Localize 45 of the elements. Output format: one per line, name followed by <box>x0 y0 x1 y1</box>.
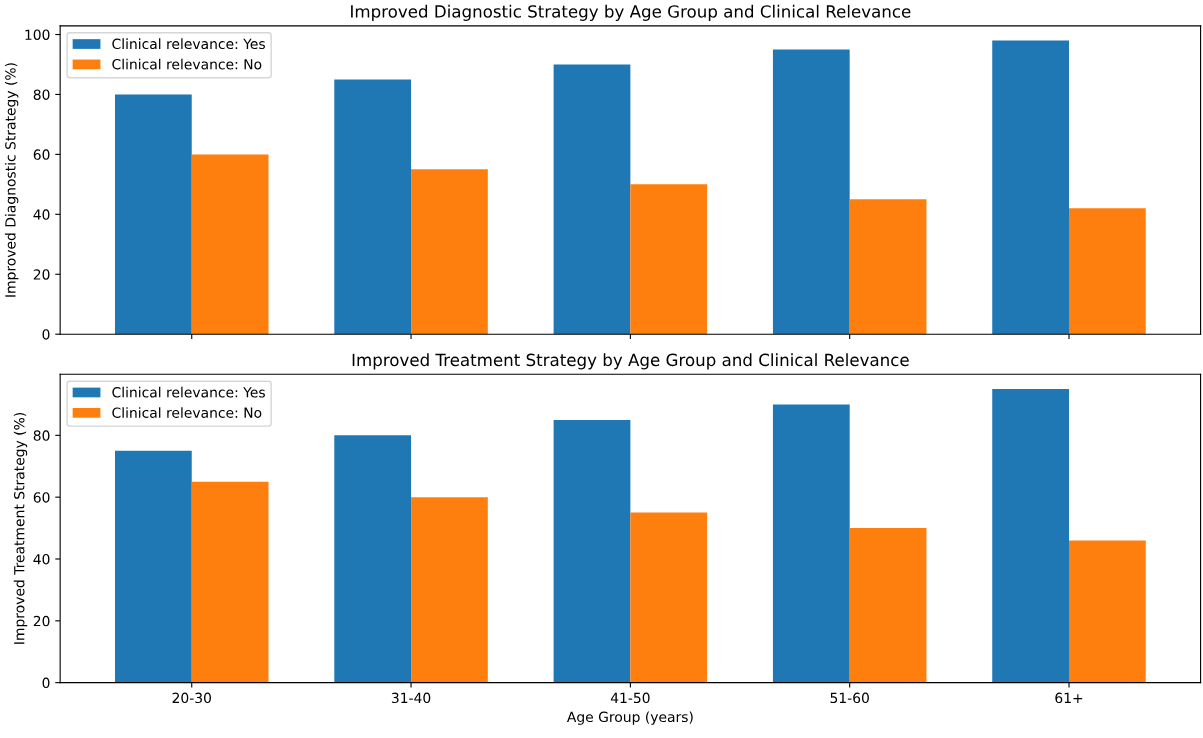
bar <box>191 154 269 335</box>
bar <box>772 49 850 335</box>
y-axis-title: Improved Diagnostic Strategy (%) <box>4 63 19 297</box>
bar <box>553 419 631 683</box>
bar <box>630 184 708 335</box>
legend-label: Clinical relevance: Yes <box>112 386 265 398</box>
chart-title: Improved Treatment Strategy by Age Group and Clinical Relevance <box>352 353 909 370</box>
bar <box>630 512 708 683</box>
bar <box>1069 208 1146 335</box>
x-tick-label: 41-50 <box>610 692 650 704</box>
y-tick-label: 80 <box>33 430 50 441</box>
y-tick-label: 100 <box>25 29 50 40</box>
x-axis-title: Age Group (years) <box>566 711 693 725</box>
y-tick-label: 20 <box>33 615 50 627</box>
bar <box>992 388 1069 683</box>
chart-title: Improved Diagnostic Strategy by Age Group and Clinical Relevance <box>351 4 911 21</box>
y-tick-label: 60 <box>33 149 50 160</box>
bar <box>411 169 488 335</box>
legend-label: Clinical relevance: No <box>112 58 262 70</box>
bar <box>334 435 412 683</box>
x-tick-label: 61+ <box>1055 692 1083 704</box>
bar <box>992 40 1069 335</box>
x-tick-label: 51-60 <box>830 692 869 704</box>
y-axis-title: Improved Treatment Strategy (%) <box>13 412 28 644</box>
y-tick-label: 20 <box>33 269 50 280</box>
legend-label: Clinical relevance: No <box>112 407 262 418</box>
bar <box>772 404 850 683</box>
bar <box>411 497 488 683</box>
bar <box>114 450 192 683</box>
y-tick-label: 40 <box>33 553 50 565</box>
bar <box>191 481 269 683</box>
y-tick-label: 60 <box>33 492 50 503</box>
bar <box>849 528 927 683</box>
y-tick-label: 40 <box>33 209 50 220</box>
x-tick-label: 31-40 <box>391 692 431 704</box>
bar <box>114 94 192 335</box>
y-tick-label: 80 <box>33 89 50 100</box>
legend-label: Clinical relevance: Yes <box>112 38 265 50</box>
bar <box>334 79 412 335</box>
bar <box>849 199 927 335</box>
x-tick-label: 20-30 <box>172 692 211 704</box>
bar <box>1069 540 1146 683</box>
y-tick-label: 0 <box>42 329 50 340</box>
y-tick-label: 0 <box>42 677 50 689</box>
bar <box>553 64 631 335</box>
